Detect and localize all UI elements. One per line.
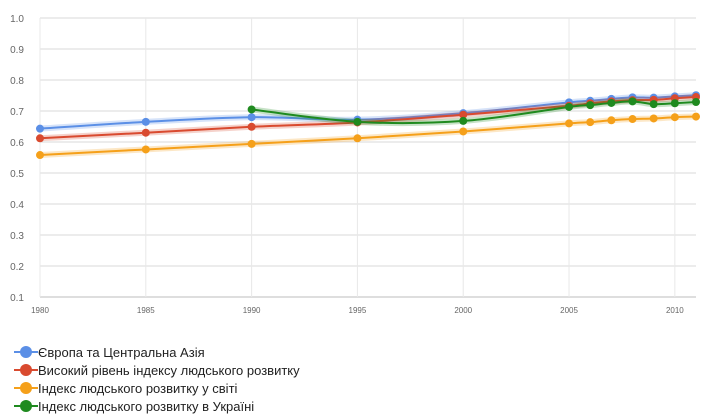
legend-item[interactable]: Індекс людського розвитку у світі [14, 379, 300, 397]
legend-item[interactable]: Індекс людського розвитку в Україні [14, 397, 300, 415]
y-tick-label: 0.4 [10, 200, 24, 211]
legend-marker-icon [14, 400, 38, 412]
legend-label: Високий рівень індексу людського розвитк… [38, 362, 300, 378]
y-tick-label: 0.8 [10, 76, 24, 87]
y-tick-label: 0.3 [10, 231, 24, 242]
data-point[interactable] [607, 116, 616, 125]
y-tick-label: 0.6 [10, 138, 24, 149]
data-point[interactable] [565, 102, 574, 111]
x-tick-label: 1995 [349, 306, 367, 315]
series-4 [247, 97, 700, 127]
data-point[interactable] [649, 100, 658, 109]
data-point[interactable] [141, 145, 150, 154]
data-point[interactable] [692, 112, 700, 121]
gridlines [39, 17, 696, 298]
legend-label: Індекс людського розвитку в Україні [38, 398, 255, 414]
data-point[interactable] [649, 114, 658, 123]
data-point[interactable] [141, 117, 150, 126]
data-point[interactable] [247, 122, 256, 131]
data-point[interactable] [247, 105, 256, 114]
x-tick-label: 2000 [454, 306, 472, 315]
data-point[interactable] [247, 139, 256, 148]
legend: Європа та Центральна Азія Високий рівень … [14, 343, 300, 415]
data-point[interactable] [670, 113, 679, 122]
data-point[interactable] [353, 134, 362, 143]
y-tick-label: 0.1 [10, 293, 24, 304]
data-point[interactable] [670, 99, 679, 108]
x-tick-label: 1980 [31, 306, 49, 315]
y-axis-ticks: 0.1 0.2 0.3 0.4 0.5 0.6 0.7 0.8 0.9 1.0 [10, 14, 24, 304]
legend-item[interactable]: Високий рівень індексу людського розвитк… [14, 361, 300, 379]
y-tick-label: 0.2 [10, 262, 24, 273]
data-point[interactable] [692, 98, 700, 107]
series-1 [36, 91, 700, 133]
y-tick-label: 0.7 [10, 107, 24, 118]
data-point[interactable] [607, 98, 616, 107]
data-point[interactable] [586, 118, 595, 127]
x-tick-label: 1985 [137, 306, 155, 315]
data-point[interactable] [628, 115, 637, 124]
data-point[interactable] [36, 134, 44, 143]
series-3 [36, 112, 700, 160]
legend-item[interactable]: Європа та Центральна Азія [14, 343, 300, 361]
series-lines [36, 91, 700, 160]
x-axis-ticks: 1980 1985 1990 1995 2000 2005 2010 [31, 306, 684, 315]
legend-label: Європа та Центральна Азія [38, 344, 205, 360]
legend-marker-icon [14, 364, 38, 376]
data-point[interactable] [565, 119, 574, 128]
y-tick-label: 0.9 [10, 45, 24, 56]
data-point[interactable] [459, 116, 468, 125]
line-chart: 1980 1985 1990 1995 2000 2005 2010 0.10.20.30.… [10, 14, 700, 315]
x-tick-label: 2010 [666, 306, 684, 315]
data-point[interactable] [36, 151, 44, 160]
data-point[interactable] [247, 113, 256, 122]
data-point[interactable] [353, 117, 362, 126]
legend-marker-icon [14, 346, 38, 358]
data-point[interactable] [141, 128, 150, 137]
data-point[interactable] [586, 101, 595, 110]
legend-label: Індекс людського розвитку у світі [38, 380, 238, 396]
y-tick-label: 1.0 [10, 14, 24, 25]
data-point[interactable] [459, 110, 468, 119]
legend-marker-icon [14, 382, 38, 394]
y-tick-label: 0.5 [10, 169, 24, 180]
data-point[interactable] [628, 97, 637, 106]
x-tick-label: 1990 [243, 306, 261, 315]
data-point[interactable] [459, 127, 468, 136]
data-point[interactable] [36, 124, 44, 133]
x-tick-label: 2005 [560, 306, 578, 315]
